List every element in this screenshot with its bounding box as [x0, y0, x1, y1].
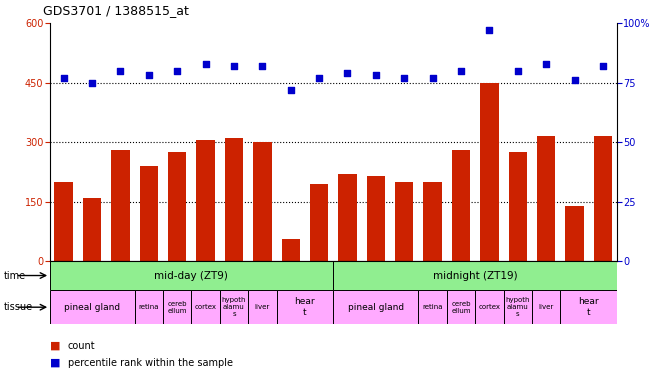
Bar: [248, 290, 277, 324]
Bar: [395, 182, 413, 261]
Point: [285, 87, 296, 93]
Point: [541, 60, 551, 66]
Bar: [339, 174, 356, 261]
Point: [257, 63, 268, 69]
Point: [200, 60, 211, 66]
Point: [569, 77, 579, 83]
Point: [143, 72, 154, 78]
Bar: [220, 290, 248, 324]
Bar: [50, 290, 135, 324]
Text: hypoth
alamu
s: hypoth alamu s: [506, 297, 530, 317]
Text: retina: retina: [139, 304, 159, 310]
Text: pineal gland: pineal gland: [64, 303, 120, 312]
Bar: [277, 290, 333, 324]
Bar: [447, 290, 475, 324]
Bar: [197, 140, 214, 261]
Bar: [566, 205, 583, 261]
Bar: [509, 152, 527, 261]
Bar: [50, 261, 333, 290]
Point: [455, 68, 466, 74]
Bar: [475, 290, 504, 324]
Text: cereb
ellum: cereb ellum: [168, 301, 187, 314]
Text: cortex: cortex: [478, 304, 500, 310]
Point: [314, 75, 324, 81]
Bar: [191, 290, 220, 324]
Text: hear
t: hear t: [294, 298, 315, 317]
Bar: [560, 290, 617, 324]
Bar: [55, 182, 73, 261]
Bar: [83, 198, 101, 261]
Point: [427, 75, 438, 81]
Bar: [163, 290, 191, 324]
Bar: [367, 176, 385, 261]
Bar: [253, 142, 271, 261]
Text: count: count: [68, 341, 96, 351]
Text: hear
t: hear t: [578, 298, 599, 317]
Text: cereb
ellum: cereb ellum: [451, 301, 471, 314]
Point: [399, 75, 409, 81]
Text: ■: ■: [50, 358, 60, 368]
Bar: [333, 261, 617, 290]
Text: hypoth
alamu
s: hypoth alamu s: [222, 297, 246, 317]
Bar: [135, 290, 163, 324]
Text: percentile rank within the sample: percentile rank within the sample: [68, 358, 233, 368]
Bar: [418, 290, 447, 324]
Bar: [310, 184, 328, 261]
Text: midnight (ZT19): midnight (ZT19): [433, 270, 517, 281]
Point: [484, 27, 495, 33]
Text: time: time: [3, 270, 26, 281]
Bar: [112, 150, 129, 261]
Bar: [594, 136, 612, 261]
Bar: [225, 138, 243, 261]
Bar: [537, 136, 555, 261]
Point: [512, 68, 523, 74]
Text: mid-day (ZT9): mid-day (ZT9): [154, 270, 228, 281]
Bar: [140, 166, 158, 261]
Point: [115, 68, 125, 74]
Bar: [168, 152, 186, 261]
Point: [597, 63, 608, 69]
Bar: [452, 150, 470, 261]
Text: tissue: tissue: [3, 302, 32, 312]
Text: cortex: cortex: [195, 304, 216, 310]
Bar: [480, 83, 498, 261]
Bar: [504, 290, 532, 324]
Text: ■: ■: [50, 341, 60, 351]
Text: pineal gland: pineal gland: [348, 303, 404, 312]
Point: [172, 68, 182, 74]
Text: GDS3701 / 1388515_at: GDS3701 / 1388515_at: [43, 4, 189, 17]
Bar: [333, 290, 418, 324]
Text: liver: liver: [539, 304, 554, 310]
Bar: [532, 290, 560, 324]
Text: retina: retina: [422, 304, 443, 310]
Point: [58, 75, 69, 81]
Point: [370, 72, 381, 78]
Bar: [424, 182, 442, 261]
Point: [228, 63, 239, 69]
Point: [342, 70, 352, 76]
Point: [86, 79, 98, 86]
Bar: [282, 239, 300, 261]
Text: liver: liver: [255, 304, 270, 310]
